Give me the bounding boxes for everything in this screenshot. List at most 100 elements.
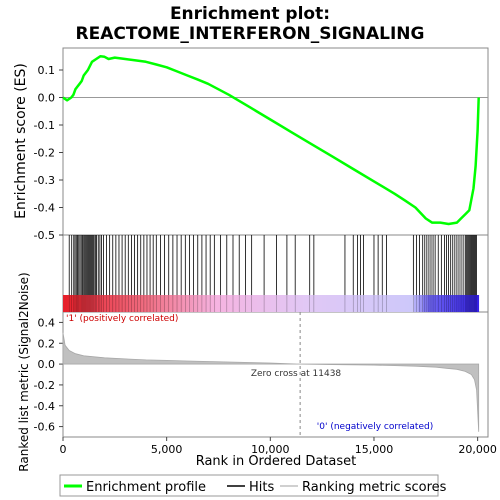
es-panel-frame [62,47,489,236]
heat-bar-segment [284,295,290,312]
heat-bar-segment [118,295,124,312]
heat-bar-segment [109,295,115,312]
heat-bar-segment [247,295,253,312]
heat-bar-segment [427,295,433,312]
heat-bar-segment [414,295,420,312]
heat-bar-segment [104,295,110,312]
heat-bar-segment [423,295,429,312]
x-tick-label: 15,000 [355,443,394,456]
hit-lines [68,235,477,295]
heat-bar-segment [344,295,350,312]
heat-bar-segment [256,295,262,312]
legend: Enrichment profile Hits Ranking metric s… [59,474,447,497]
heat-bar-segment [123,295,129,312]
heat-bar-segment [275,295,281,312]
es-y-tick-label: -0.5 [34,229,55,242]
heat-bar-segment [460,295,466,312]
heat-bar-segment [386,295,392,312]
zero-cross-label: Zero cross at 11438 [251,369,342,379]
heat-bar-segment [280,295,286,312]
heat-bar-segment [464,295,470,312]
enrichment-profile-series [62,55,480,226]
heat-bar-segment [95,295,101,312]
ranking-metric-series [62,332,480,432]
heat-bar-segment [367,295,373,312]
x-tick-label: 10,000 [251,443,290,456]
heat-bar-segment [266,295,272,312]
heat-bar-segment [164,295,170,312]
heat-bar-segment [441,295,447,312]
heat-bar-segment [418,295,424,312]
heat-bar-segment [450,295,456,312]
x-axis: 0 5,000 10,000 15,000 20,000 [60,437,497,456]
heat-bar-segment [173,295,179,312]
negative-correlation-label: '0' (negatively correlated) [317,422,433,432]
heat-bar-segment [261,295,267,312]
heat-bar-segment [349,295,355,312]
legend-metric-label: Ranking metric scores [302,480,447,495]
es-y-tick-label: -0.1 [34,119,55,132]
heat-bar-segment [330,295,336,312]
heat-bar-segment [353,295,359,312]
positive-correlation-label: '1' (positively correlated) [66,314,178,324]
metric-y-tick-label: -0.6 [34,421,55,434]
heat-bar-segment [238,295,244,312]
ranking-metric-area [62,332,480,432]
heat-bar-segment [377,295,383,312]
heat-bar-segment [446,295,452,312]
x-tick-label: 20,000 [458,443,497,456]
heat-bar-segment [67,295,73,312]
heat-bar-segment [196,295,202,312]
heat-bar-segment [474,295,480,312]
legend-hits-label: Hits [249,480,274,495]
heat-bar-segment [321,295,327,312]
rank-heat-bar [63,295,480,312]
heat-bar-segment [358,295,364,312]
heat-bar-segment [340,295,346,312]
heat-bar-segment [146,295,152,312]
heat-bar-segment [381,295,387,312]
es-y-tick-label: 0.1 [38,64,56,77]
heat-bar-segment [81,295,87,312]
heat-bar-segment [233,295,239,312]
heat-bar-segment [409,295,415,312]
heat-bar-segment [141,295,147,312]
heat-bar-segment [395,295,401,312]
heat-bar-segment [90,295,96,312]
enrichment-profile-line [62,55,480,226]
heat-bar-segment [63,295,69,312]
metric-y-tick-label: -0.2 [34,379,55,392]
es-y-axis-label: Enrichment score (ES) [13,63,29,219]
es-y-tick-label: -0.3 [34,174,55,187]
heat-bar-segment [113,295,119,312]
heat-bar-segment [169,295,175,312]
heat-bar-segment [187,295,193,312]
heat-bar-segment [183,295,189,312]
heat-bar-segment [270,295,276,312]
heat-bar-segment [127,295,133,312]
heat-bar-segment [86,295,92,312]
metric-y-tick-label: -0.4 [34,400,55,413]
heat-bar-segment [206,295,212,312]
heat-bar-segment [159,295,166,312]
heat-bar-segment [303,295,309,312]
metric-y-axis: 0.4 0.2 0.0 -0.2 -0.4 -0.6 [34,316,63,434]
heat-bar-segment [136,295,142,312]
es-y-tick-label: -0.4 [34,202,55,215]
heat-bar-segment [317,295,323,312]
heat-bar-segment [224,295,230,312]
es-y-axis: 0.1 0.0 -0.1 -0.2 -0.3 -0.4 -0.5 [34,64,63,242]
heat-bar-segment [243,295,249,312]
chart-title-line1: Enrichment plot: [170,4,330,24]
metric-y-tick-label: 0.0 [38,358,56,371]
heat-bar-segment [289,295,295,312]
heat-bar-segment [220,295,226,312]
heat-bar-segment [76,295,82,312]
x-axis-label: Rank in Ordered Dataset [196,454,357,469]
heat-bar-segment [178,295,184,312]
es-y-tick-label: -0.2 [34,147,55,160]
heat-bar-segment [155,295,161,312]
heat-bar-segment [132,295,138,312]
heat-bar-segment [99,295,105,312]
heat-bar-segment [229,295,235,312]
